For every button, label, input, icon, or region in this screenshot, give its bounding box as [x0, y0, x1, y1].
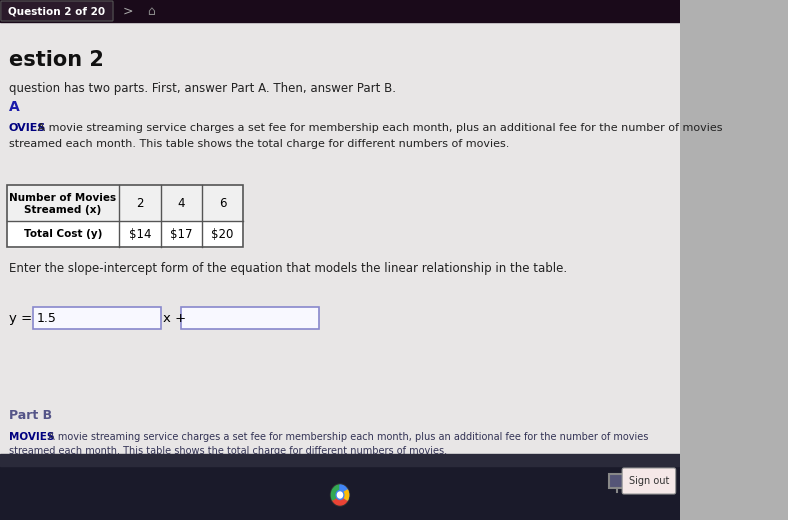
Wedge shape: [340, 490, 348, 500]
Text: ⌂: ⌂: [147, 5, 155, 18]
Text: Enter the slope-intercept form of the equation that models the linear relationsh: Enter the slope-intercept form of the eq…: [9, 262, 567, 275]
Bar: [0, 454, 680, 466]
Bar: [0, 462, 680, 520]
Text: OVIES: OVIES: [9, 123, 46, 133]
Text: estion 2: estion 2: [9, 50, 103, 70]
Text: streamed each month. This table shows the total charge for different numbers of : streamed each month. This table shows th…: [9, 446, 447, 456]
Wedge shape: [340, 485, 348, 500]
Text: $14: $14: [128, 228, 151, 241]
Text: 4: 4: [177, 197, 185, 210]
Circle shape: [337, 492, 343, 498]
Bar: [0, 22, 680, 472]
Text: >: >: [122, 5, 133, 18]
Text: A movie streaming service charges a set fee for membership each month, plus an a: A movie streaming service charges a set …: [34, 123, 722, 133]
Text: A movie streaming service charges a set fee for membership each month, plus an a: A movie streaming service charges a set …: [45, 432, 649, 442]
Bar: [0, 0, 680, 22]
Text: 6: 6: [219, 197, 226, 210]
Text: Total Cost (y): Total Cost (y): [24, 229, 102, 239]
Text: $20: $20: [211, 228, 234, 241]
Text: A: A: [9, 100, 20, 114]
FancyBboxPatch shape: [1, 1, 113, 21]
Text: streamed each month. This table shows the total charge for different numbers of : streamed each month. This table shows th…: [9, 139, 509, 149]
Text: Sign out: Sign out: [629, 476, 669, 486]
Circle shape: [336, 490, 344, 500]
Text: question has two parts. First, answer Part A. Then, answer Part B.: question has two parts. First, answer Pa…: [9, 82, 396, 95]
Bar: [7, 221, 243, 247]
Text: 1.5: 1.5: [37, 311, 57, 324]
Text: y =: y =: [9, 311, 36, 324]
Text: Streamed (x): Streamed (x): [24, 205, 102, 215]
Text: 2: 2: [136, 197, 143, 210]
Text: MOVIES: MOVIES: [9, 432, 54, 442]
Bar: [33, 307, 161, 329]
Wedge shape: [333, 495, 348, 505]
Text: Number of Movies: Number of Movies: [9, 193, 117, 203]
Text: x +: x +: [163, 311, 186, 324]
Bar: [181, 307, 319, 329]
FancyBboxPatch shape: [623, 468, 675, 494]
Bar: [609, 474, 625, 488]
Bar: [7, 185, 243, 247]
Text: Part B: Part B: [9, 409, 52, 422]
Text: $17: $17: [170, 228, 192, 241]
Wedge shape: [332, 485, 340, 500]
Circle shape: [330, 484, 350, 506]
Bar: [7, 185, 243, 221]
Text: Question 2 of 20: Question 2 of 20: [9, 6, 106, 16]
